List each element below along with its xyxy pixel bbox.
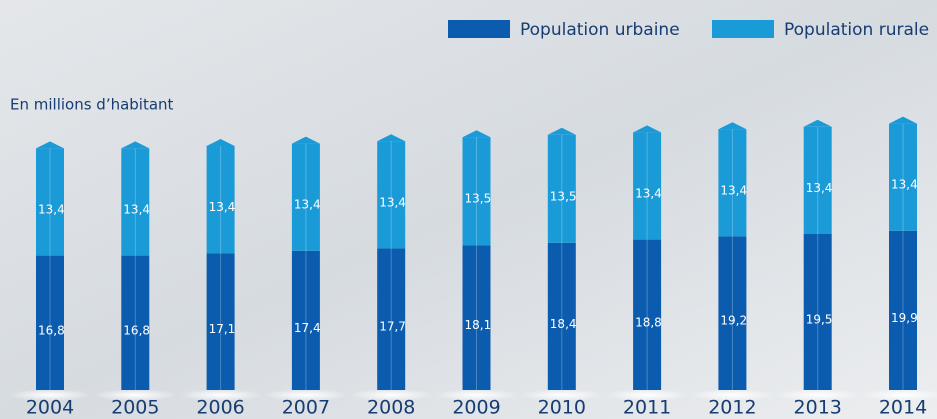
x-tick-label: 2012 — [708, 397, 756, 419]
value-label: 13,4 — [891, 178, 918, 192]
value-label: 13,4 — [294, 198, 321, 212]
chart: En millions d’habitant Population urbain… — [0, 0, 937, 419]
value-label: 19,5 — [806, 313, 833, 327]
value-label: 13,4 — [123, 203, 150, 217]
y-axis-label: En millions d’habitant — [10, 96, 174, 114]
value-label: 17,4 — [294, 321, 321, 335]
value-label: 18,4 — [550, 317, 577, 331]
x-tick-label: 2005 — [111, 397, 159, 419]
legend-swatch — [448, 20, 510, 38]
page: En millions d’habitant Population urbain… — [0, 0, 937, 419]
x-tick-label: 2011 — [623, 397, 671, 419]
x-tick-label: 2008 — [367, 397, 415, 419]
x-tick-label: 2013 — [794, 397, 842, 419]
value-label: 18,8 — [635, 315, 662, 329]
value-label: 16,8 — [123, 323, 150, 337]
value-label: 18,1 — [465, 318, 492, 332]
x-tick-label: 2007 — [282, 397, 330, 419]
value-label: 13,5 — [465, 192, 492, 206]
value-label: 13,4 — [720, 183, 747, 197]
x-tick-label: 2004 — [26, 397, 74, 419]
value-label: 13,4 — [38, 203, 65, 217]
legend-swatch — [712, 20, 774, 38]
value-label: 17,7 — [379, 320, 406, 334]
value-label: 16,8 — [38, 323, 65, 337]
x-tick-label: 2009 — [452, 397, 500, 419]
x-tick-label: 2014 — [879, 397, 927, 419]
value-label: 17,1 — [209, 322, 236, 336]
value-label: 19,9 — [891, 311, 918, 325]
value-label: 13,4 — [379, 195, 406, 209]
x-tick-label: 2010 — [538, 397, 586, 419]
value-label: 13,4 — [635, 187, 662, 201]
legend-label: Population urbaine — [520, 20, 680, 40]
value-label: 13,5 — [550, 189, 577, 203]
legend-label: Population rurale — [784, 20, 929, 40]
value-label: 13,4 — [209, 200, 236, 214]
x-tick-label: 2006 — [196, 397, 244, 419]
value-label: 13,4 — [806, 181, 833, 195]
value-label: 19,2 — [720, 314, 747, 328]
